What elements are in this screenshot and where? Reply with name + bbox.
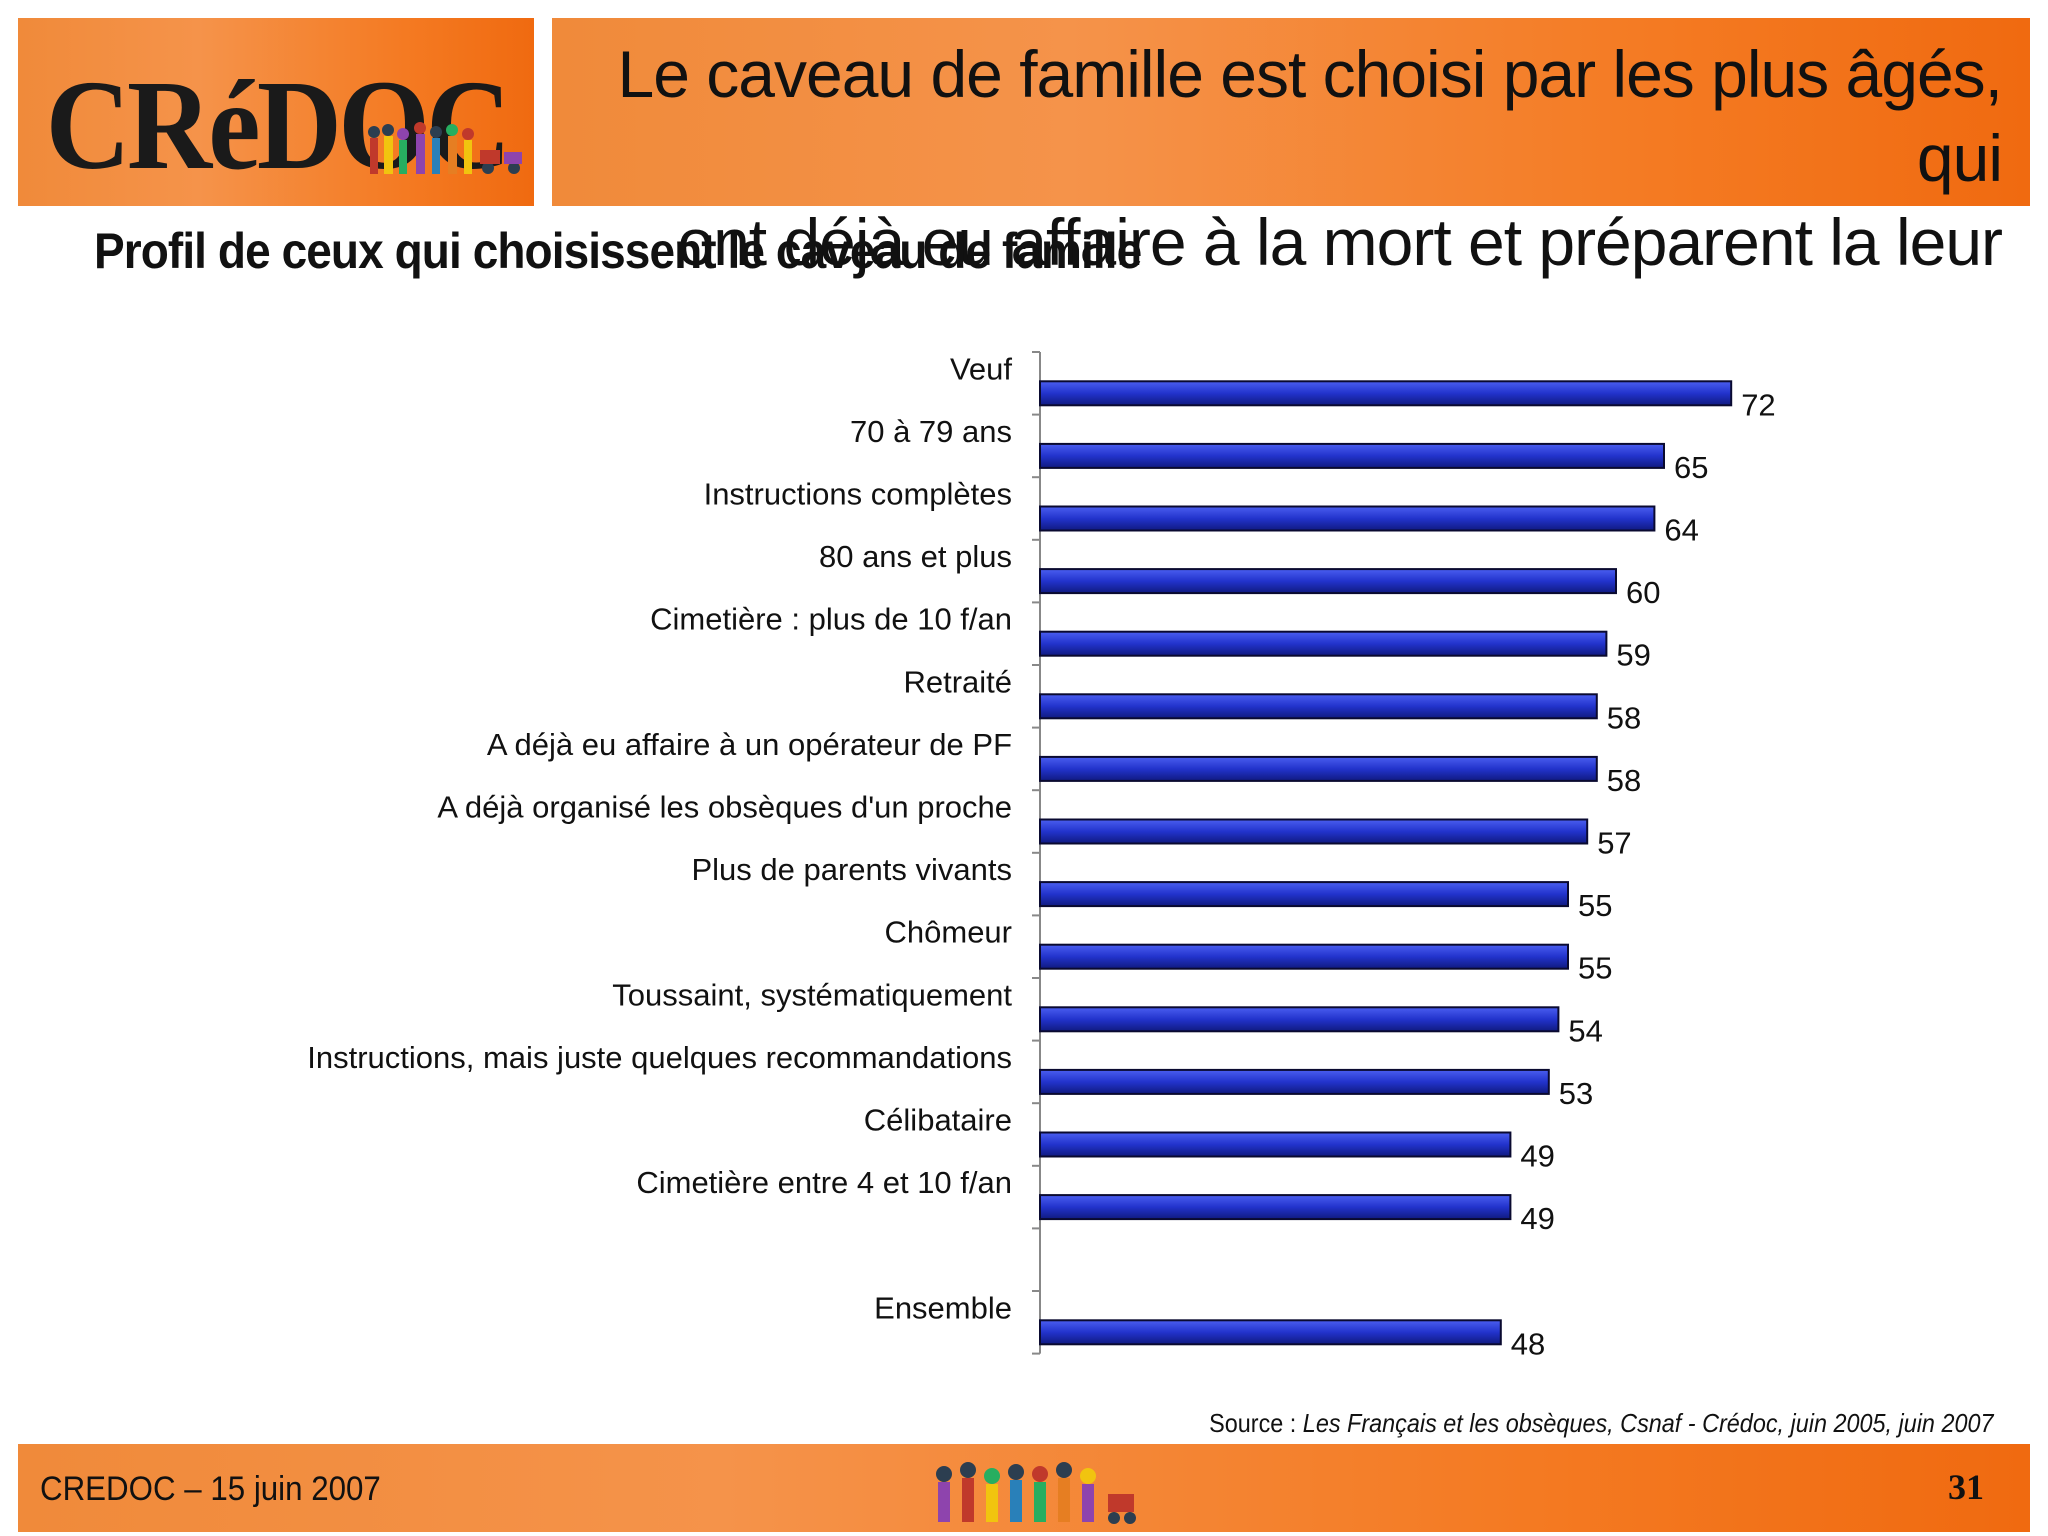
category-label: 80 ans et plus: [819, 539, 1012, 574]
data-label: 49: [1520, 1201, 1554, 1236]
source-prefix: Source :: [1209, 1408, 1304, 1438]
bar: [1039, 505, 1656, 532]
category-label: Toussaint, systématiquement: [612, 977, 1012, 1012]
footer-date: CREDOC – 15 juin 2007: [40, 1470, 381, 1508]
data-label: 58: [1607, 700, 1641, 735]
page-number: 31: [1948, 1467, 1984, 1507]
bar: [1039, 442, 1665, 469]
category-label: A déjà eu affaire à un opérateur de PF: [487, 727, 1012, 762]
bar-chart: Veuf 72 70 à 79 ans 65 Instructions complète…: [307, 351, 1776, 1361]
category-label: Retraité: [903, 664, 1012, 699]
data-label: 64: [1664, 513, 1698, 548]
data-label: 65: [1674, 450, 1708, 485]
credoc-logo-panel: CRéDOC: [18, 18, 534, 206]
category-label: Chômeur: [885, 915, 1013, 950]
footer-people-icon: [936, 1462, 1136, 1524]
title-line-2: ont déjà eu affaire à la mort et prépare…: [677, 205, 2003, 279]
logo-people-icon: [368, 122, 522, 174]
data-label: 72: [1741, 387, 1775, 422]
source-note: Source : Les Français et les obsèques, C…: [1210, 1408, 1994, 1439]
bar: [1039, 1131, 1512, 1158]
data-label: 53: [1559, 1076, 1593, 1111]
chart-subtitle: Profil de ceux qui choisissent le caveau…: [94, 223, 1142, 279]
bar: [1039, 943, 1569, 970]
data-label: 55: [1578, 888, 1612, 923]
bar: [1039, 1319, 1502, 1346]
bar: [1039, 693, 1598, 720]
category-label: A déjà organisé les obsèques d'un proche: [437, 790, 1012, 825]
category-label: 70 à 79 ans: [850, 414, 1012, 449]
bar: [1039, 1068, 1550, 1095]
credoc-logo: CRéDOC: [46, 54, 522, 196]
bar: [1039, 630, 1608, 657]
data-label: 58: [1607, 763, 1641, 798]
data-label: 55: [1578, 951, 1612, 986]
category-label: Cimetière entre 4 et 10 f/an: [636, 1165, 1012, 1200]
data-label: 48: [1511, 1326, 1545, 1361]
category-label: Célibataire: [864, 1103, 1012, 1138]
bar: [1039, 1194, 1512, 1221]
data-label: 59: [1616, 638, 1650, 673]
footer-bar: CREDOC – 15 juin 2007 31: [18, 1444, 2030, 1532]
category-label: Plus de parents vivants: [691, 852, 1012, 887]
bar: [1039, 380, 1733, 407]
slide-title: Le caveau de famille est choisi par les …: [552, 18, 2030, 279]
data-label: 49: [1520, 1139, 1554, 1174]
bar: [1039, 568, 1617, 595]
data-label: 60: [1626, 575, 1660, 610]
bar: [1039, 881, 1569, 908]
category-label: Instructions complètes: [704, 477, 1012, 512]
bar: [1039, 1006, 1560, 1033]
data-label: 57: [1597, 826, 1631, 861]
data-label: 54: [1568, 1013, 1602, 1048]
title-line-1: Le caveau de famille est choisi par les …: [617, 37, 2003, 195]
category-label: Ensemble: [874, 1290, 1012, 1325]
category-label: Veuf: [950, 351, 1012, 386]
bar: [1039, 755, 1598, 782]
source-text: Les Français et les obsèques, Csnaf - Cr…: [1303, 1408, 1994, 1438]
category-label: Cimetière : plus de 10 f/an: [650, 602, 1012, 637]
bar: [1039, 818, 1589, 845]
category-label: Instructions, mais juste quelques recomm…: [307, 1040, 1012, 1075]
